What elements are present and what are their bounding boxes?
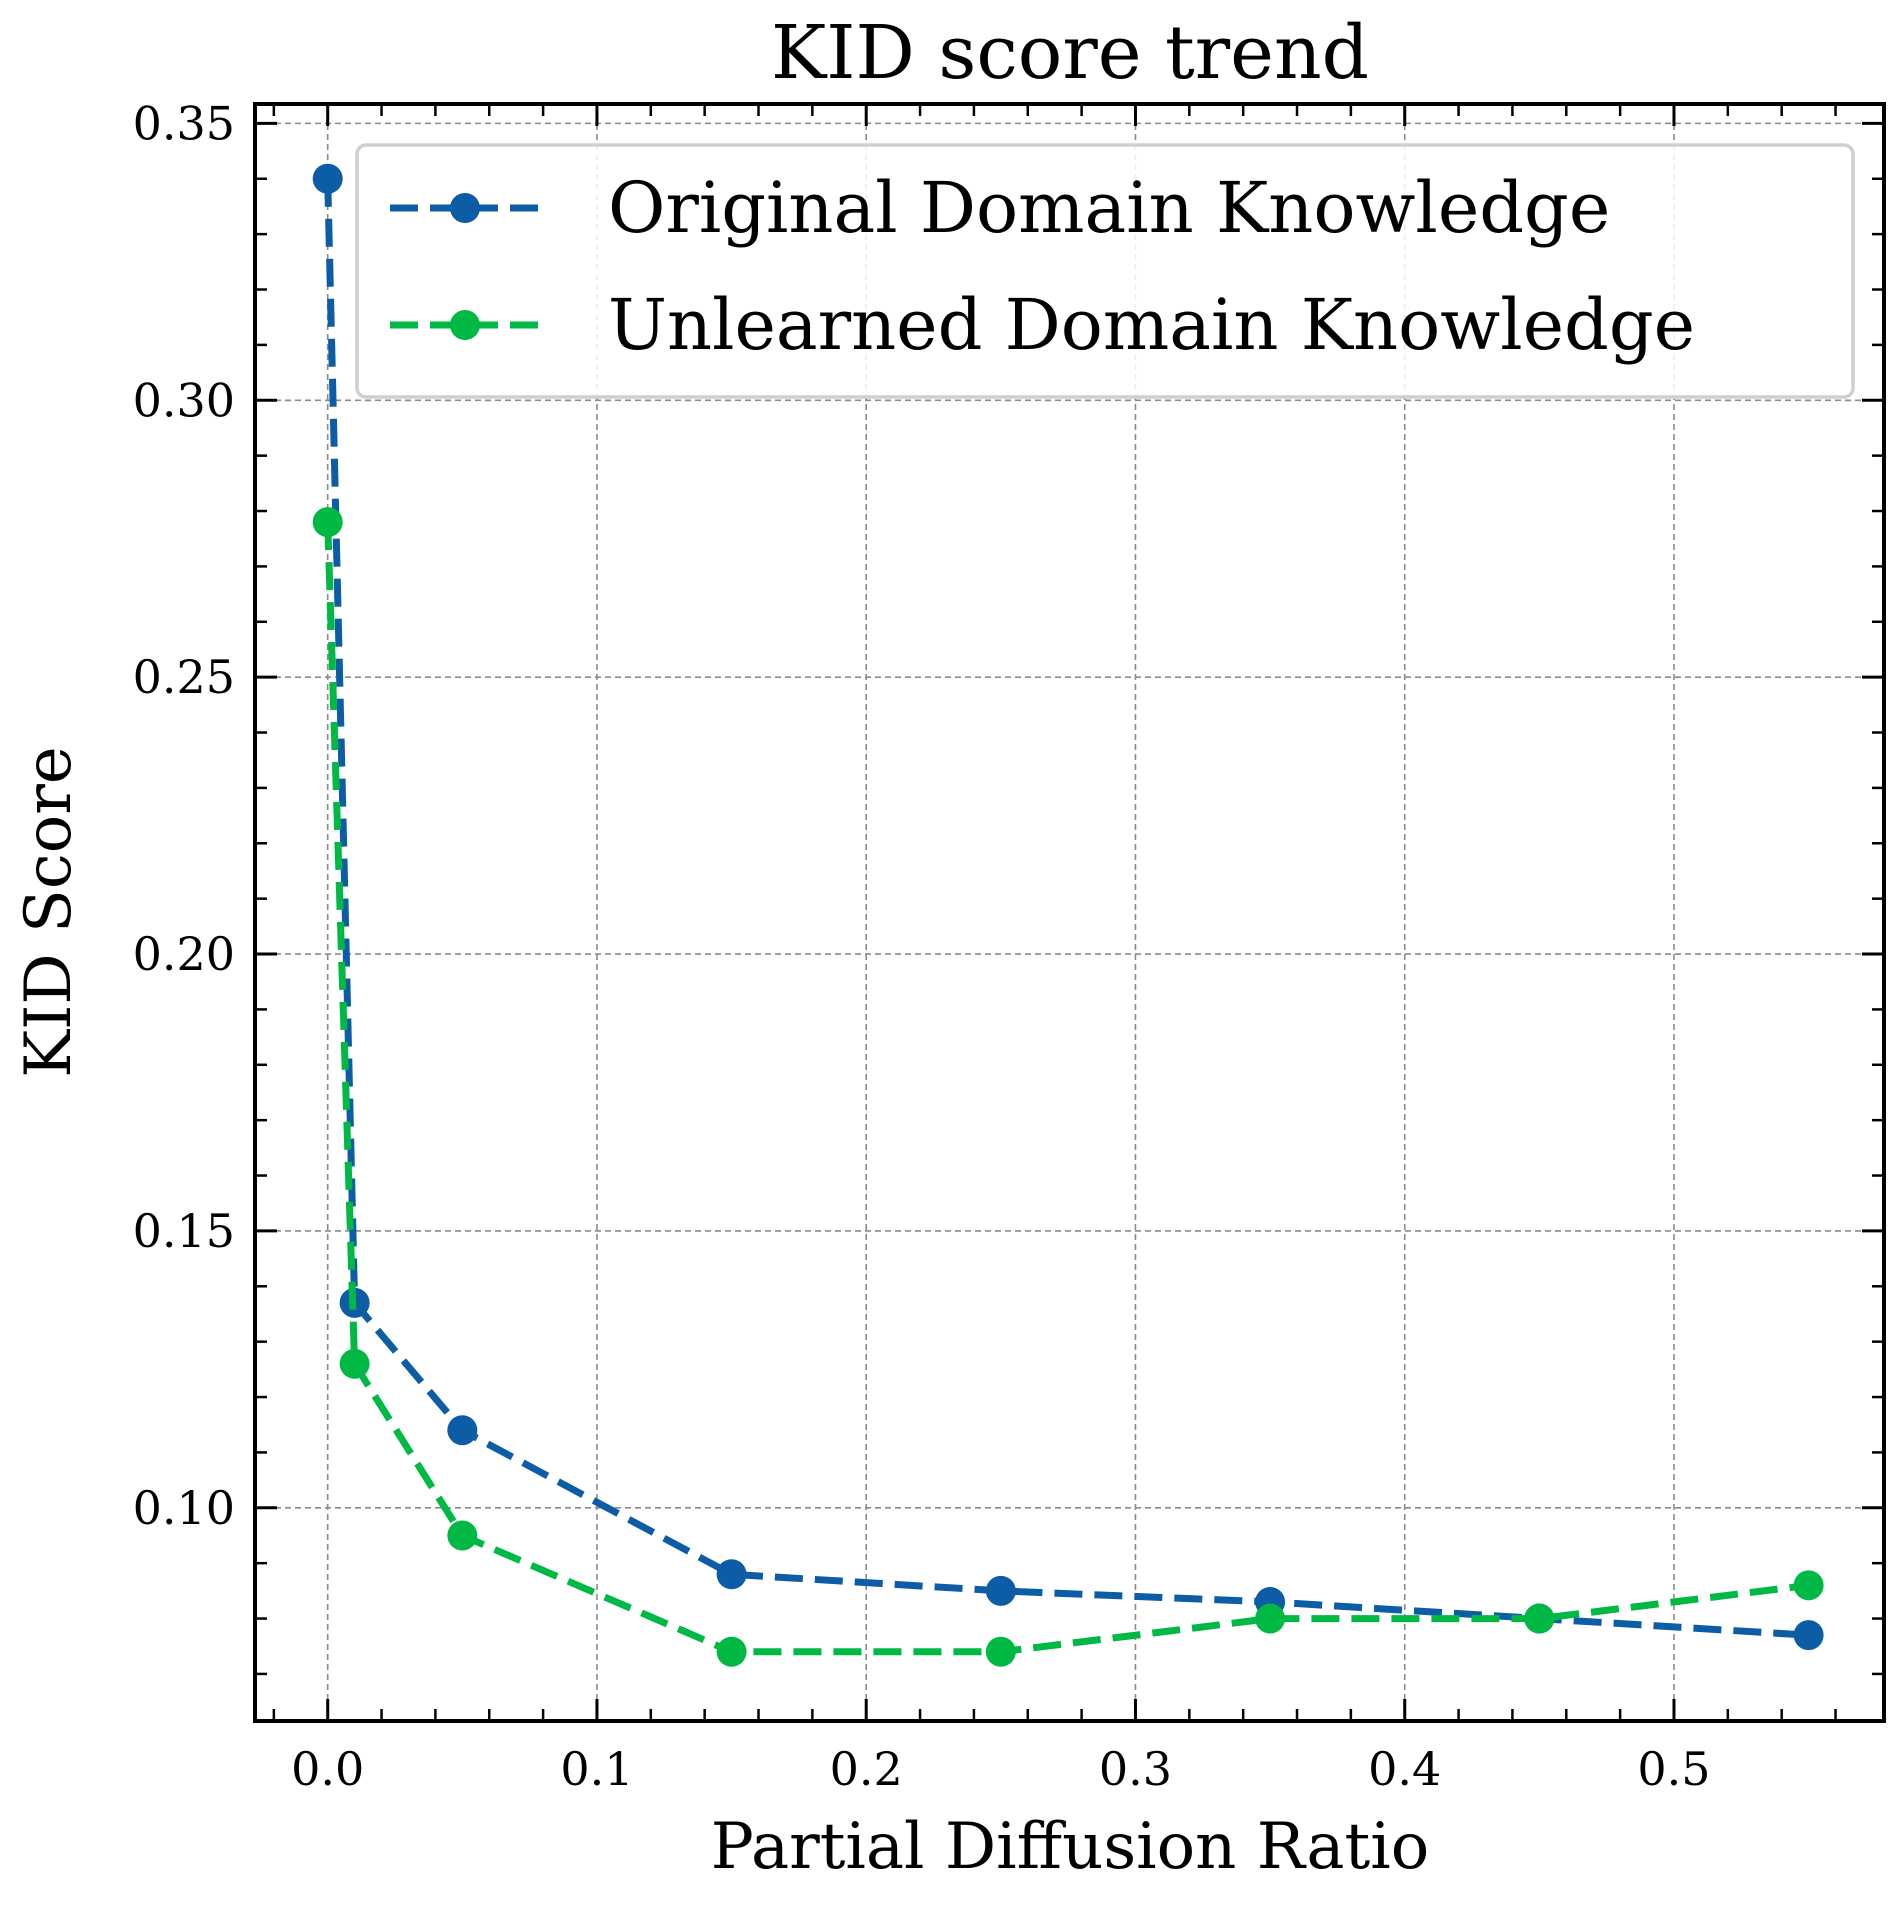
- x-tick-label: 0.0: [291, 1742, 364, 1796]
- x-tick-label: 0.3: [1099, 1742, 1172, 1796]
- legend-label-2: Unlearned Domain Knowledge: [608, 284, 1695, 366]
- series-layer: [312, 163, 1824, 1667]
- x-tick-label: 0.1: [560, 1742, 633, 1796]
- y-tick-label: 0.15: [133, 1204, 235, 1258]
- y-tick-label: 0.35: [133, 96, 235, 150]
- tick-labels: 0.0 0.1 0.2 0.3 0.4 0.5 0.10 0.15 0.20 0.25 0.30 0.…: [133, 96, 1711, 1796]
- series-2-point: [1524, 1603, 1555, 1634]
- y-axis-label: KID Score: [12, 746, 86, 1077]
- series-line-2: [324, 521, 1810, 1656]
- legend-marker-2: [450, 310, 480, 340]
- series-2-point: [1255, 1603, 1286, 1634]
- legend-box: [355, 143, 1855, 399]
- x-axis-label: Partial Diffusion Ratio: [711, 1810, 1430, 1884]
- y-tick-label: 0.20: [133, 927, 235, 981]
- legend-label-1: Original Domain Knowledge: [608, 167, 1610, 249]
- x-tick-label: 0.2: [830, 1742, 903, 1796]
- series-1-point: [1793, 1620, 1824, 1651]
- series-1-point: [312, 163, 343, 194]
- series-2-point: [716, 1636, 747, 1667]
- chart-title: KID score trend: [771, 10, 1369, 96]
- y-tick-label: 0.10: [133, 1481, 235, 1535]
- y-tick-label: 0.25: [133, 650, 235, 704]
- x-tick-label: 0.4: [1368, 1742, 1441, 1796]
- series-1-point: [716, 1559, 747, 1590]
- series-2-point: [312, 507, 343, 538]
- series-2-point: [1793, 1570, 1824, 1601]
- y-tick-label: 0.30: [133, 373, 235, 427]
- series-2-point: [447, 1520, 478, 1551]
- legend-marker-1: [450, 193, 480, 223]
- x-tick-label: 0.5: [1637, 1742, 1710, 1796]
- grid-lines: [255, 104, 1884, 1721]
- plot-frame: [253, 102, 1886, 1723]
- legend: Original Domain Knowledge Unlearned Domai…: [355, 143, 1855, 399]
- series-2-point: [985, 1636, 1016, 1667]
- series-1-point: [985, 1575, 1016, 1606]
- series-1-point: [447, 1415, 478, 1446]
- series-2-point: [339, 1348, 370, 1379]
